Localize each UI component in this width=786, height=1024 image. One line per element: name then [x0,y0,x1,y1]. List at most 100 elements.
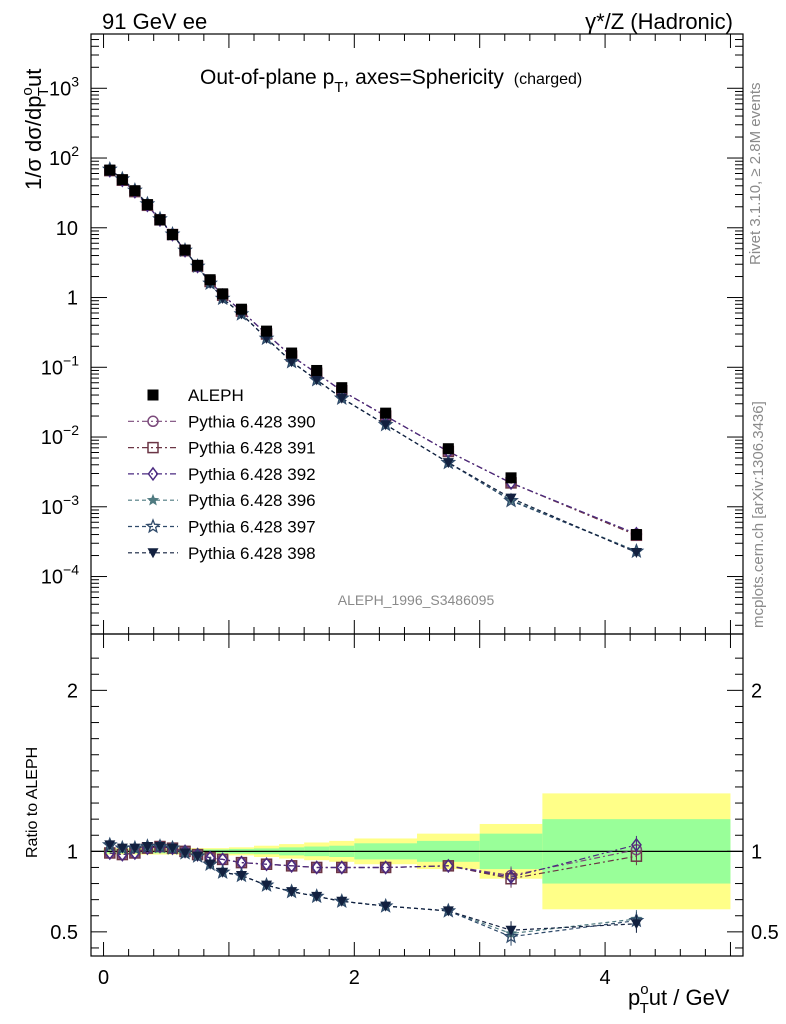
legend-marker [147,415,159,428]
ratio-point-5 [192,851,204,862]
series-point-6 [630,548,642,559]
data-point [116,174,128,186]
data-point [217,288,229,300]
y-axis-label-main: 1/σ dσ/dpoTut [19,69,52,190]
ratio-point-5 [204,859,216,870]
legend-label: Pythia 6.428 397 [188,518,316,537]
ratio-point-5 [286,887,298,898]
legend-marker [147,389,159,401]
mcplots-label: mcplots.cern.ch [arXiv:1306.3436] [750,401,767,628]
y-tick-label: 10−3 [41,492,79,519]
legend-marker [145,518,161,534]
ratio-point-2 [286,858,298,874]
y-tick-label: 10−2 [41,422,79,449]
legend-marker [147,466,159,482]
data-point [129,185,141,197]
legend-marker [147,441,159,454]
data-point [204,274,216,286]
ratio-point-5 [129,843,141,854]
legend-label: Pythia 6.428 390 [188,412,316,431]
ratio-point-5 [167,843,178,854]
ratio-point-5 [505,925,517,936]
legend-label: Pythia 6.428 391 [188,439,316,458]
y-tick-label: 10 [56,218,78,240]
ratio-tick-label: 2 [67,680,78,702]
ratio-point-4 [503,928,519,944]
data-point [141,199,153,211]
ratio-point-2 [630,837,642,853]
ratio-point-5 [104,840,116,851]
ratio-series [101,835,645,946]
data-point [104,164,116,176]
legend: ALEPH Pythia 6.428 390 Pythia 6.428 391 Pyt… [128,386,316,563]
plot-title: Out-of-plane pT, axes=Sphericity (charge… [200,66,582,96]
data-point [286,347,298,359]
data-point [167,229,178,241]
legend-marker [147,548,159,559]
ratio-point-2 [505,869,517,885]
series-point-6 [442,458,454,469]
data-point [336,382,348,394]
y-tick-label: 102 [49,143,79,170]
series-point-6 [380,420,392,431]
series-point-6 [311,375,323,386]
ratio-point-2 [380,860,392,875]
series-point-6 [336,393,348,404]
data-series [101,161,645,559]
ratio-point-2 [104,845,116,861]
legend-label: ALEPH [188,386,244,405]
ratio-point-5 [179,848,191,859]
y-tick-label: 10−1 [41,352,79,379]
ratio-tick-label: 0.5 [50,922,78,944]
series-point-5 [503,492,519,508]
header-left-label: 91 GeV ee [102,9,207,34]
series-point-6 [286,357,298,368]
analysis-id-label: ALEPH_1996_S3486095 [338,592,495,608]
data-point [505,472,517,484]
y-tick-label: 1 [67,288,78,310]
data-point [261,325,273,337]
data-point [179,244,191,256]
header-right-label: γ*/Z (Hadronic) [585,9,733,34]
ratio-point-0 [235,856,248,869]
ratio-point-2 [311,860,323,875]
data-point [442,443,454,455]
data-point [630,529,642,541]
ratio-plot-frame [90,633,744,957]
legend-label: Pythia 6.428 392 [188,465,316,484]
uncertainty-bands [91,793,743,910]
y-axis-label-ratio: Ratio to ALEPH [24,747,41,858]
legend-marker [146,493,160,506]
data-point [192,259,204,271]
x-tick-label: 0 [98,967,109,989]
ratio-point-5 [442,906,454,917]
ratio-point-5 [261,880,273,891]
y-tick-label: 103 [49,73,79,100]
ratio-point-5 [380,901,392,912]
ratio-point-5 [154,842,166,853]
data-point [154,214,166,226]
ratio-tick-label-right: 1 [751,841,762,863]
x-tick-label: 2 [349,967,360,989]
ratio-point-2 [336,860,348,875]
ratio-point-5 [311,891,323,902]
ratio-point-5 [116,843,128,854]
ratio-point-5 [630,919,642,930]
ratio-point-5 [217,867,229,878]
series-point-6 [505,493,517,504]
y-tick-label: 10−4 [41,562,79,589]
ratio-point-5 [235,871,247,881]
legend-label: Pythia 6.428 398 [188,544,316,563]
ratio-tick-label-right: 0.5 [751,922,779,944]
rivet-version-label: Rivet 3.1.10, ≥ 2.8M events [747,83,764,266]
ratio-tick-label-right: 2 [751,680,762,702]
ratio-point-5 [336,896,348,907]
data-point [311,364,323,376]
ratio-point-5 [141,842,153,853]
x-axis-label: po Tut / GeV [628,981,730,1017]
data-point [380,407,392,419]
x-tick-label: 4 [600,967,611,989]
ratio-point-2 [442,858,454,874]
